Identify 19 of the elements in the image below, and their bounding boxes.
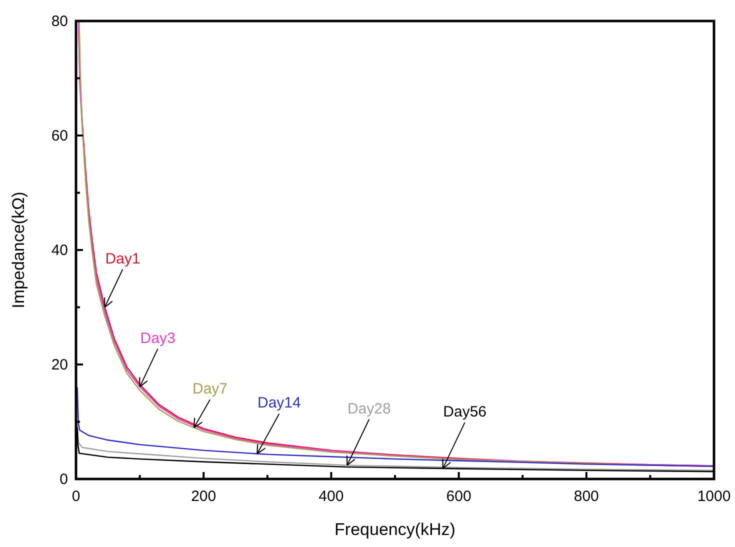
x-axis-title: Frequency(kHz) [334, 520, 456, 539]
y-tick-label: 40 [51, 242, 68, 259]
y-axis-title: Impedance(kΩ) [9, 192, 28, 308]
series-label: Day7 [192, 380, 228, 398]
y-tick-label: 0 [60, 471, 68, 488]
y-tick-label: 20 [51, 356, 68, 374]
x-tick-label: 1000 [697, 488, 731, 505]
x-tick-label: 800 [574, 488, 599, 505]
text: Day28 [347, 400, 391, 418]
y-tick-label: 80 [51, 13, 68, 30]
text: Day14 [258, 394, 301, 412]
x-tick-label: 200 [191, 488, 216, 505]
text: Day56 [443, 403, 487, 420]
series-label: Day1 [105, 250, 140, 268]
y-tick-label: 60 [51, 128, 68, 144]
x-tick-label: 400 [318, 488, 344, 505]
x-tick-label: 600 [446, 488, 472, 505]
series-label: Day3 [140, 330, 176, 347]
x-tick-label: 0 [72, 488, 80, 505]
